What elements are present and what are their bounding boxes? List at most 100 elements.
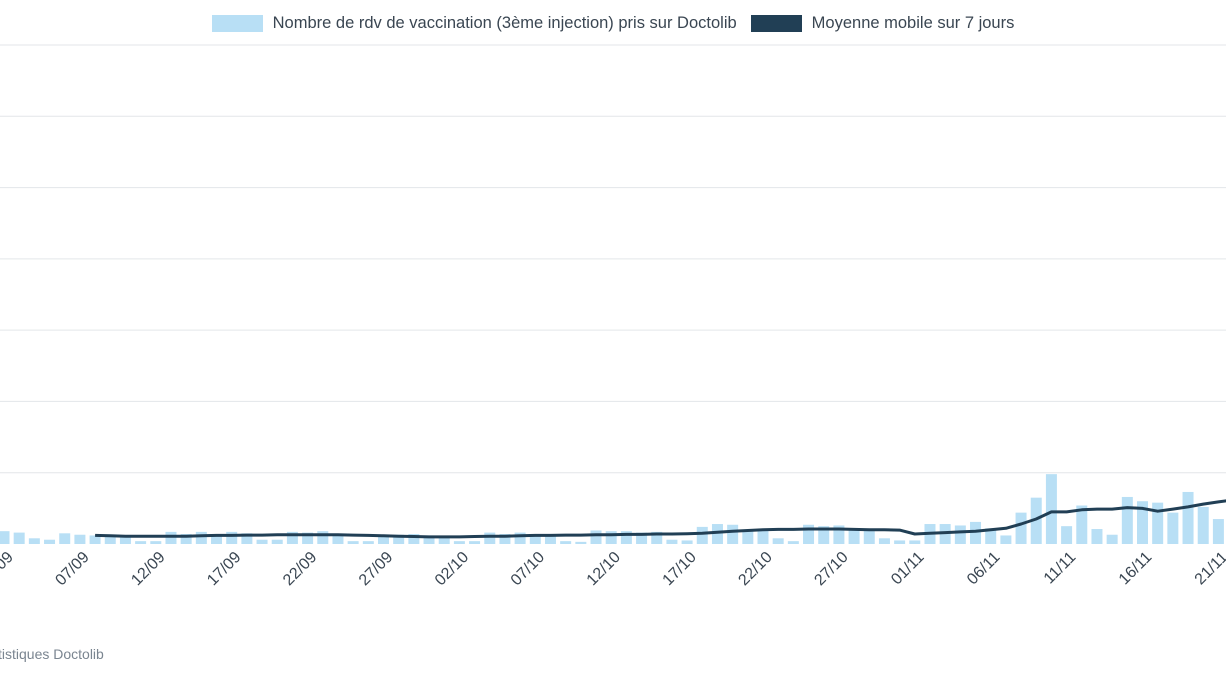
x-tick-label: 11/11: [1041, 549, 1080, 588]
bar-25/10[interactable]: [803, 524, 815, 544]
bar-27/10[interactable]: [833, 525, 845, 544]
bar-11/09[interactable]: [135, 541, 147, 544]
bar-09/09[interactable]: [104, 534, 116, 544]
bar-21/11[interactable]: [1212, 519, 1224, 544]
bar-16/11[interactable]: [1137, 501, 1148, 544]
bar-07/11[interactable]: [1000, 535, 1012, 544]
bar-20/09[interactable]: [271, 539, 283, 544]
x-tick-label: 17/10: [660, 549, 700, 589]
bar-06/11[interactable]: [985, 528, 997, 544]
moving-average-line[interactable]: [95, 499, 1226, 539]
bar-18/11[interactable]: [1167, 512, 1179, 544]
bar-03/10[interactable]: [469, 541, 481, 544]
source-credit: tistiques Doctolib: [0, 646, 104, 662]
bar-06/09[interactable]: [59, 533, 71, 544]
legend-label-line: Moyenne mobile sur 7 jours: [811, 13, 1015, 32]
bar-09/10[interactable]: [560, 541, 572, 544]
legend-label-bars: Nombre de rdv de vaccination (3ème injec…: [272, 13, 737, 32]
bar-21/09[interactable]: [286, 531, 298, 544]
bar-15/11[interactable]: [1121, 496, 1133, 544]
bar-05/09[interactable]: [44, 539, 56, 544]
bar-11/10[interactable]: [590, 530, 602, 544]
bar-31/10[interactable]: [894, 540, 906, 544]
bar-24/09[interactable]: [332, 534, 344, 544]
legend: Nombre de rdv de vaccination (3ème injec…: [0, 9, 1226, 37]
bar-07/10[interactable]: [529, 534, 541, 544]
legend-item-bars[interactable]: Nombre de rdv de vaccination (3ème injec…: [210, 14, 739, 33]
x-axis-ticks: 02/09 07/09 12/09 17/09 22/09 27/09 02/10 07/10…: [0, 549, 1226, 589]
bar-05/10[interactable]: [499, 534, 511, 544]
bar-30/09[interactable]: [423, 535, 435, 544]
x-tick-label: 21/11: [1192, 549, 1226, 589]
bar-07/09[interactable]: [74, 534, 86, 544]
bar-10/11[interactable]: [1045, 474, 1057, 544]
bar-02/10[interactable]: [453, 541, 465, 544]
bar-12/09[interactable]: [150, 541, 162, 544]
bar-26/09[interactable]: [362, 541, 374, 544]
bar-13/11[interactable]: [1091, 529, 1103, 544]
bar-01/11[interactable]: [909, 540, 921, 544]
bar-29/10[interactable]: [863, 529, 875, 544]
bar-14/09[interactable]: [180, 534, 192, 544]
bar-09/11[interactable]: [1030, 497, 1042, 544]
bar-22/10[interactable]: [757, 529, 769, 544]
bar-08/11[interactable]: [1015, 512, 1027, 544]
x-tick-label: 06/11: [964, 549, 1004, 589]
bar-05/11[interactable]: [970, 521, 982, 544]
bar-04/11[interactable]: [954, 525, 966, 544]
bar-19/09[interactable]: [256, 539, 268, 544]
bar-23/10[interactable]: [772, 538, 784, 544]
x-tick-label: 22/09: [280, 549, 320, 589]
bar-17/09[interactable]: [226, 531, 238, 544]
bar-13/09[interactable]: [165, 531, 177, 544]
bar-18/09[interactable]: [241, 533, 253, 544]
bar-27/09[interactable]: [378, 535, 389, 544]
bar-12/11[interactable]: [1076, 505, 1088, 544]
bar-03/09[interactable]: [13, 532, 25, 544]
bar-20/11[interactable]: [1197, 506, 1209, 544]
bar-28/10[interactable]: [848, 529, 860, 544]
bar-29/09[interactable]: [408, 534, 420, 544]
x-tick-label: 07/10: [508, 549, 548, 589]
bar-16/09[interactable]: [211, 534, 223, 544]
bar-17/10[interactable]: [681, 540, 693, 544]
x-tick-label: 01/11: [888, 549, 928, 589]
bar-24/10[interactable]: [787, 541, 799, 544]
bar-04/10[interactable]: [484, 532, 496, 544]
bar-15/09[interactable]: [195, 531, 207, 544]
bar-14/10[interactable]: [636, 532, 648, 544]
bar-19/11[interactable]: [1182, 491, 1194, 544]
legend-item-line[interactable]: Moyenne mobile sur 7 jours: [749, 14, 1017, 33]
bar-06/10[interactable]: [514, 532, 526, 544]
bar-11/11[interactable]: [1061, 526, 1073, 544]
bar-01/10[interactable]: [438, 536, 450, 544]
bar-10/09[interactable]: [119, 536, 131, 544]
moving-average-series: [95, 499, 1226, 539]
bar-19/10[interactable]: [711, 524, 723, 544]
bar-28/09[interactable]: [393, 534, 405, 544]
bar-10/10[interactable]: [575, 541, 587, 544]
x-tick-label: 27/09: [356, 549, 396, 589]
x-tick-label: 12/09: [128, 549, 168, 589]
bar-30/10[interactable]: [878, 538, 890, 544]
bar-13/10[interactable]: [620, 531, 632, 544]
x-tick-label: 27/10: [811, 549, 851, 589]
bar-12/10[interactable]: [605, 531, 617, 544]
bar-16/10[interactable]: [666, 539, 678, 544]
bar-17/11[interactable]: [1152, 502, 1164, 544]
bar-21/10[interactable]: [742, 529, 754, 544]
bar-25/09[interactable]: [347, 541, 359, 544]
bar-04/09[interactable]: [28, 538, 40, 544]
bar-08/10[interactable]: [544, 534, 556, 544]
bar-23/09[interactable]: [317, 531, 329, 544]
gridlines: [0, 44, 1226, 474]
bar-20/10[interactable]: [727, 524, 739, 544]
bar-14/11[interactable]: [1106, 534, 1118, 544]
bar-15/10[interactable]: [651, 531, 663, 544]
bar-02/09[interactable]: [0, 531, 10, 544]
bar-08/09[interactable]: [89, 535, 101, 544]
bar-22/09[interactable]: [302, 532, 314, 544]
bar-18/10[interactable]: [696, 526, 708, 544]
bar-26/10[interactable]: [818, 526, 830, 544]
